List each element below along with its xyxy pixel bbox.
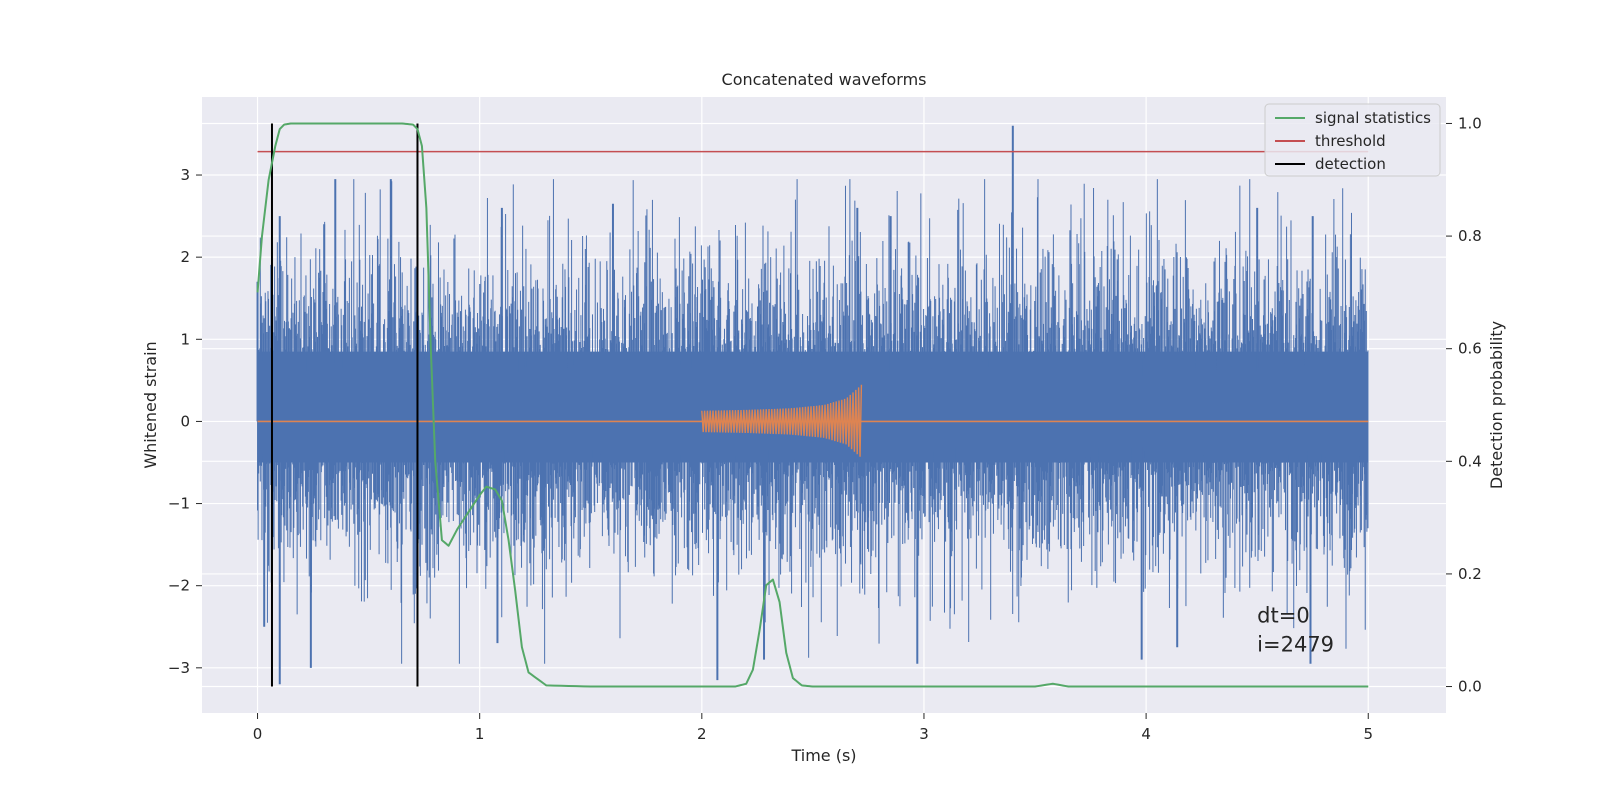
legend-frame: [1264, 103, 1441, 177]
x-tick-label: 5: [1363, 725, 1373, 743]
strain-trace: [257, 179, 1369, 664]
y-tick-label: 2: [180, 248, 190, 266]
y-right-tick-label: 0.8: [1458, 227, 1482, 245]
x-tick-label: 1: [475, 725, 485, 743]
strain-series: [256, 125, 1369, 685]
y-right-tick-label: 0.4: [1458, 452, 1482, 470]
annotation-dt: dt=0: [1257, 604, 1310, 628]
signal-statistics-series: [256, 122, 1369, 688]
y-tick-label: −1: [168, 495, 190, 513]
y-right-tick-label: 1.0: [1458, 114, 1482, 132]
legend-label-signal-statistics: signal statistics: [1315, 109, 1431, 127]
x-tick-label: 0: [253, 725, 263, 743]
y-tick-label: −3: [168, 659, 190, 677]
axes: 0 1 2 3 4 5 −3 −2 −1 0 1 2 3 0.0 0.2 0.4 0.6 0.8 1.0: [168, 114, 1482, 743]
x-tick-label: 4: [1141, 725, 1151, 743]
y-axis-right-label: Detection probability: [1487, 321, 1506, 489]
y-right-tick-label: 0.6: [1458, 340, 1482, 358]
x-tick-label: 2: [697, 725, 707, 743]
legend-label-detection: detection: [1315, 155, 1386, 173]
x-tick-label: 3: [919, 725, 929, 743]
signal-statistics-line: [256, 122, 1369, 688]
annotation-index: i=2479: [1257, 632, 1334, 656]
legend-label-threshold: threshold: [1315, 132, 1386, 150]
legend: signal statistics threshold detection: [1264, 103, 1441, 177]
injection-series: [257, 384, 1369, 457]
y-tick-label: −2: [168, 577, 190, 595]
y-axis-label: Whitened strain: [141, 341, 160, 468]
y-right-tick-label: 0.2: [1458, 565, 1482, 583]
y-tick-label: 3: [180, 166, 190, 184]
detection-series: [270, 123, 419, 687]
x-axis-label: Time (s): [790, 746, 856, 765]
injection-chirp: [701, 384, 863, 457]
y-tick-label: 0: [180, 412, 190, 430]
y-right-tick-label: 0.0: [1458, 678, 1482, 696]
chart-title: Concatenated waveforms: [722, 70, 927, 89]
y-tick-label: 1: [180, 330, 190, 348]
